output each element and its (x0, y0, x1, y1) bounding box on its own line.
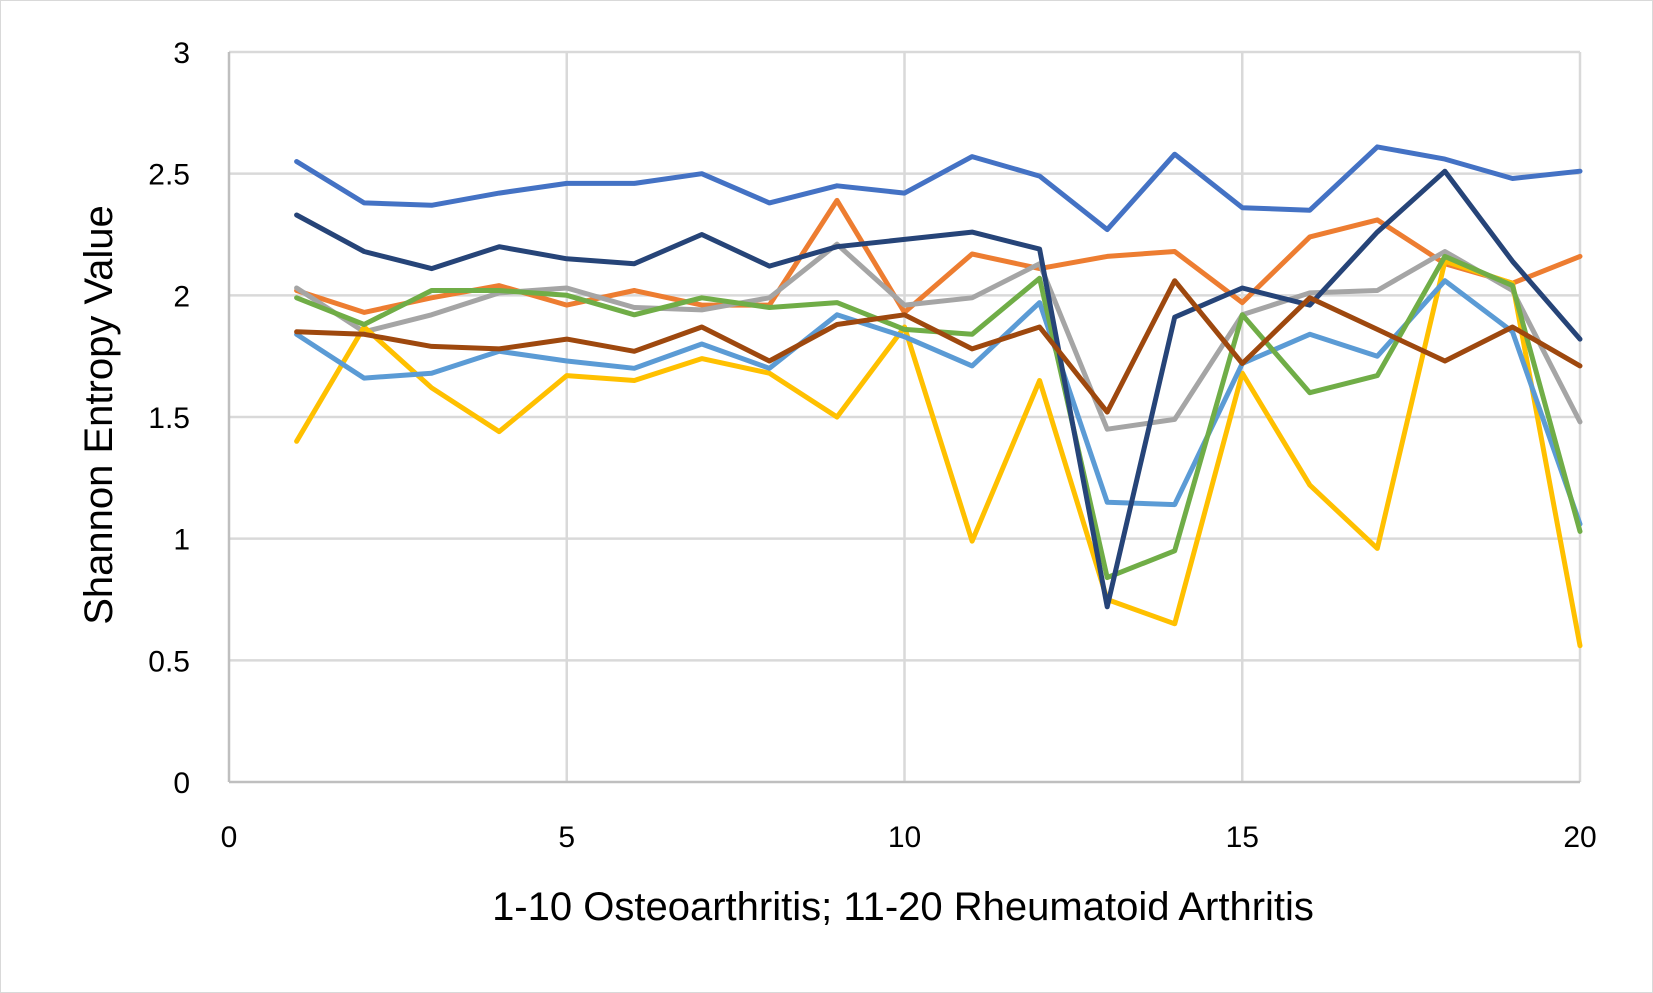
series-line-4 (294, 258, 1583, 649)
y-axis-title: Shannon Entropy Value (77, 205, 121, 625)
axes (227, 52, 1580, 784)
y-tick-label: 2 (173, 280, 190, 313)
x-tick-label: 5 (558, 821, 575, 854)
y-tick-label: 1 (173, 524, 190, 557)
y-tick-label: 3 (173, 37, 190, 70)
series-line-7 (294, 168, 1583, 610)
y-tick-labels: 0 0.5 1 1.5 2 2.5 3 (148, 37, 190, 800)
y-tick-label: 0.5 (148, 645, 190, 678)
x-tick-label: 10 (888, 821, 921, 854)
series-layer (294, 144, 1583, 649)
x-axis-title: 1-10 Osteoarthritis; 11-20 Rheumatoid Ar… (492, 885, 1314, 929)
y-tick-label: 2.5 (148, 159, 190, 192)
x-tick-label: 0 (221, 821, 238, 854)
x-tick-labels: 0 5 10 15 20 (221, 821, 1597, 854)
x-tick-label: 20 (1563, 821, 1596, 854)
y-tick-label: 0 (173, 767, 190, 800)
series-line-8 (294, 278, 1583, 415)
series-line-1 (294, 144, 1583, 233)
y-tick-label: 1.5 (148, 402, 190, 435)
x-tick-label: 15 (1226, 821, 1259, 854)
gridlines (229, 50, 1582, 782)
series-line-5 (294, 278, 1583, 527)
